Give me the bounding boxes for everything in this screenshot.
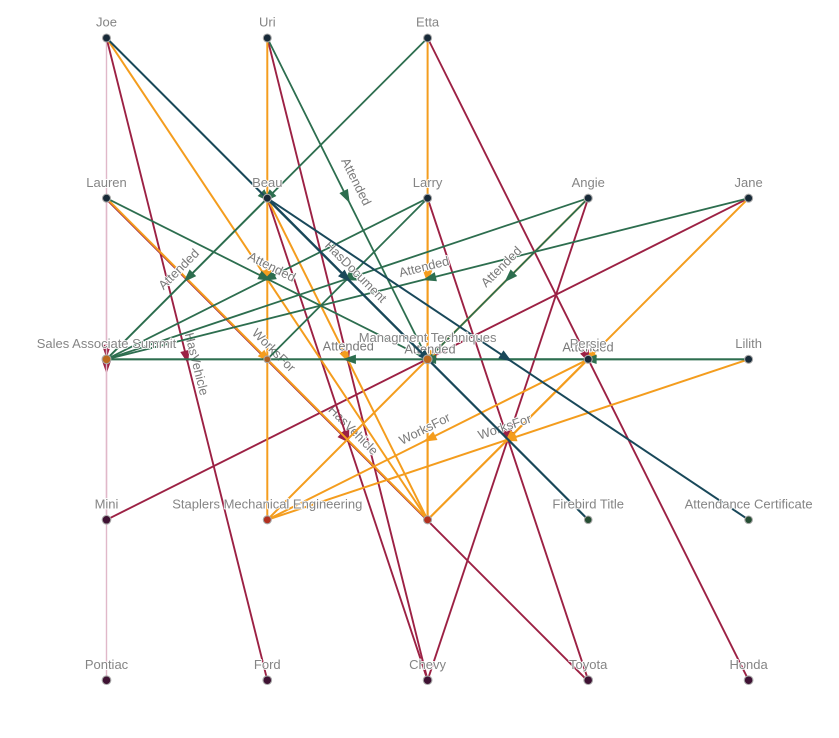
svg-text:Attended: Attended [562,340,613,355]
svg-text:Mini: Mini [95,496,119,511]
svg-text:Joe: Joe [96,15,117,30]
svg-text:Pontiac: Pontiac [85,657,129,672]
svg-text:Honda: Honda [729,657,768,672]
svg-text:Lilith: Lilith [735,336,762,351]
svg-text:Staplers Mechanical Engineerin: Staplers Mechanical Engineering [172,496,362,511]
svg-text:Uri: Uri [259,15,276,30]
svg-text:Etta: Etta [416,15,440,30]
svg-text:Managment Techniques: Managment Techniques [359,330,497,345]
svg-text:Beau: Beau [252,175,282,190]
svg-text:Jane: Jane [734,175,762,190]
svg-text:Firebird Title: Firebird Title [552,496,624,511]
svg-text:Attended: Attended [323,339,374,354]
svg-text:Angie: Angie [572,175,605,190]
svg-text:Ford: Ford [254,657,281,672]
svg-text:Persie: Persie [570,336,607,351]
svg-text:Sales Associate Summit: Sales Associate Summit [37,336,177,351]
svg-text:Attended: Attended [404,341,455,356]
svg-text:Lauren: Lauren [86,175,126,190]
svg-text:Larry: Larry [413,175,443,190]
svg-text:Attendance Certificate: Attendance Certificate [685,496,813,511]
svg-text:Toyota: Toyota [569,657,608,672]
svg-text:Chevy: Chevy [409,657,446,672]
